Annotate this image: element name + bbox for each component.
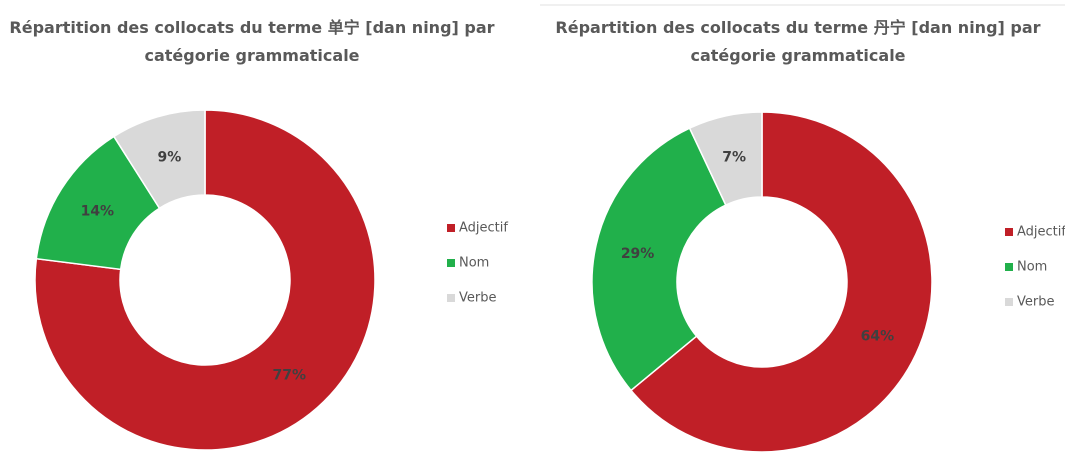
- legend-label: Adjectif: [1017, 225, 1065, 240]
- data-label: 77%: [273, 368, 307, 384]
- legend-marker: [447, 259, 455, 267]
- legend-label: Verbe: [459, 291, 496, 306]
- donut-segment: [688, 111, 763, 207]
- data-label: 64%: [861, 328, 895, 344]
- legend-label: Adjectif: [459, 221, 508, 236]
- data-label: 7%: [722, 150, 746, 166]
- legend-marker: [1005, 228, 1013, 236]
- chart-title: Répartition des collocats du terme 丹宁 [d…: [555, 18, 1041, 65]
- legend-marker: [1005, 263, 1013, 271]
- legend-label: Nom: [1017, 260, 1047, 275]
- legend-label: Nom: [459, 256, 489, 271]
- legend-label: Verbe: [1017, 295, 1054, 310]
- donut-segment: [34, 109, 376, 451]
- data-label: 14%: [81, 204, 115, 220]
- legend-marker: [447, 294, 455, 302]
- donut-segment: [629, 111, 933, 453]
- chart-title: Répartition des collocats du terme 单宁 [d…: [9, 18, 495, 65]
- legend-marker: [447, 224, 455, 232]
- data-label: 29%: [621, 246, 655, 262]
- donut-segment: [112, 109, 206, 210]
- donut-segment: [591, 127, 727, 392]
- data-label: 9%: [158, 150, 182, 166]
- legend-marker: [1005, 298, 1013, 306]
